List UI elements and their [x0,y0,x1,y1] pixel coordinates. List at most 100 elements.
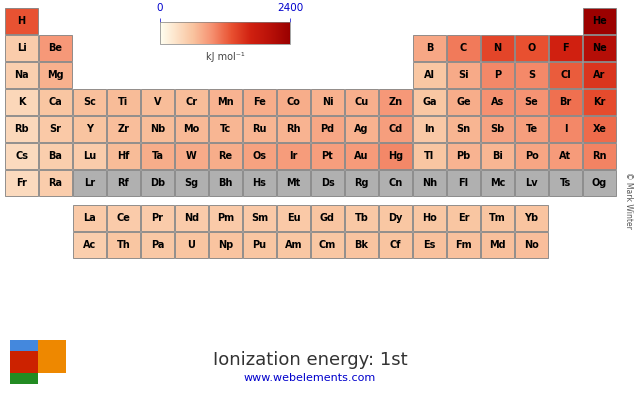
Bar [583,143,616,169]
Text: Ga: Ga [422,97,436,107]
Bar [447,143,480,169]
Bar [515,35,548,61]
Bar [549,62,582,88]
Text: Pb: Pb [456,151,470,161]
Text: Er: Er [458,213,469,223]
Text: Sr: Sr [49,124,61,134]
Bar [38,340,66,373]
Bar [345,143,378,169]
Bar [175,143,208,169]
Bar [277,170,310,196]
Text: Ag: Ag [355,124,369,134]
Bar [209,205,242,231]
Bar [413,62,446,88]
Bar [5,143,38,169]
Bar [515,143,548,169]
Bar [549,170,582,196]
Bar [209,143,242,169]
Text: Rh: Rh [286,124,301,134]
Text: Pd: Pd [321,124,335,134]
Bar [39,143,72,169]
Bar [413,116,446,142]
Bar [549,35,582,61]
Bar [481,62,514,88]
Text: No: No [524,240,539,250]
Bar [39,62,72,88]
Text: Mc: Mc [490,178,505,188]
Text: Hg: Hg [388,151,403,161]
Text: Rb: Rb [14,124,29,134]
Bar [141,232,174,258]
Text: Bk: Bk [355,240,369,250]
Text: In: In [424,124,435,134]
Text: Ni: Ni [322,97,333,107]
Bar [379,232,412,258]
Text: Ds: Ds [321,178,334,188]
Bar [311,170,344,196]
Text: Tc: Tc [220,124,231,134]
Text: Bh: Bh [218,178,233,188]
Bar [549,89,582,115]
Text: Fr: Fr [16,178,27,188]
Bar [413,89,446,115]
Bar [549,143,582,169]
Text: Th: Th [116,240,131,250]
Bar [73,205,106,231]
Text: N: N [493,43,502,53]
Text: Xe: Xe [593,124,607,134]
Text: Cn: Cn [388,178,403,188]
Text: U: U [188,240,195,250]
Bar [413,205,446,231]
Bar [243,170,276,196]
Bar [73,116,106,142]
Bar [175,170,208,196]
Text: Hs: Hs [253,178,266,188]
Bar [515,116,548,142]
Text: Lv: Lv [525,178,538,188]
Text: Eu: Eu [287,213,300,223]
Bar [481,116,514,142]
Bar [73,143,106,169]
Bar [5,170,38,196]
Text: Ac: Ac [83,240,96,250]
Bar [345,232,378,258]
Bar [447,116,480,142]
Text: Pu: Pu [252,240,267,250]
Text: B: B [426,43,433,53]
Bar [379,116,412,142]
Bar [413,143,446,169]
Text: Ba: Ba [49,151,63,161]
Bar [73,232,106,258]
Text: Zr: Zr [118,124,129,134]
Text: Cr: Cr [186,97,198,107]
Bar [39,170,72,196]
Text: Si: Si [458,70,469,80]
Text: Tm: Tm [489,213,506,223]
Text: Os: Os [253,151,266,161]
Text: Ne: Ne [592,43,607,53]
Text: Rg: Rg [355,178,369,188]
Bar [583,170,616,196]
Text: Fe: Fe [253,97,266,107]
Bar [277,143,310,169]
Bar [277,116,310,142]
Text: Te: Te [525,124,538,134]
Bar [481,205,514,231]
Text: W: W [186,151,197,161]
Bar [379,170,412,196]
Text: Nd: Nd [184,213,199,223]
Text: Fm: Fm [455,240,472,250]
Text: Be: Be [49,43,63,53]
Bar [10,351,38,373]
Bar [379,89,412,115]
Text: Al: Al [424,70,435,80]
Bar [243,143,276,169]
Bar [345,116,378,142]
Bar [243,205,276,231]
Bar [5,62,38,88]
Text: Db: Db [150,178,165,188]
Bar [5,35,38,61]
Text: H: H [17,16,26,26]
Text: O: O [527,43,536,53]
Bar [447,205,480,231]
